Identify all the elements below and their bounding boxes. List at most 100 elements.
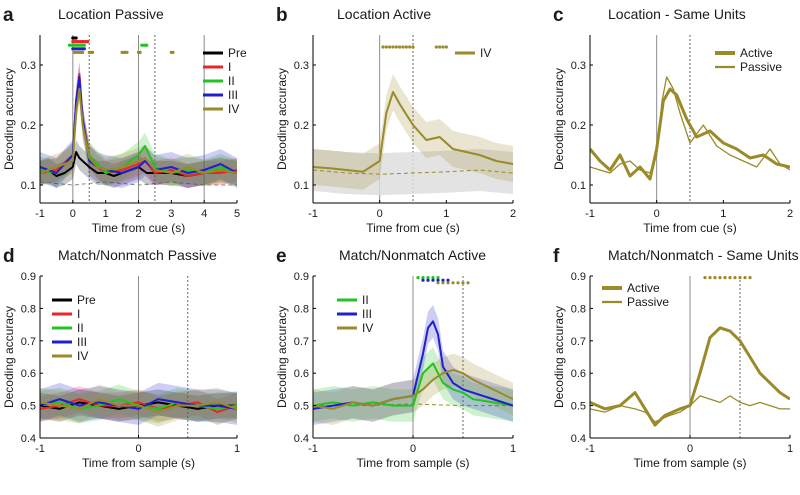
significance-dot xyxy=(86,40,90,44)
x-tick-label: 1 xyxy=(510,443,516,455)
significance-dot xyxy=(444,45,448,49)
series-line-passive xyxy=(590,395,790,423)
panel-c: c Location - Same Units -1 0 1 2 0.1 0.2 0.3 Time… xyxy=(552,5,793,235)
significance-dot xyxy=(426,278,430,282)
x-tick-label: 0 xyxy=(410,443,416,455)
significance-dot xyxy=(408,45,412,49)
x-tick-label: 2 xyxy=(787,208,793,220)
y-tick-label: 0.4 xyxy=(571,433,586,445)
x-axis-label: Time from cue (s) xyxy=(366,221,460,235)
significance-dot xyxy=(82,47,86,51)
significance-dot xyxy=(421,276,425,280)
x-tick-label: 1 xyxy=(787,443,793,455)
x-axis-label: Time from sample (s) xyxy=(634,456,747,470)
series-line-active xyxy=(590,87,790,181)
significance-dot xyxy=(398,45,402,49)
y-tick-label: 0.3 xyxy=(294,60,309,72)
band-iii xyxy=(40,382,237,426)
y-axis-label: Decoding accuracy xyxy=(552,306,566,408)
x-tick-label: -1 xyxy=(585,208,595,220)
y-axis-label: Decoding accuracy xyxy=(275,306,289,408)
y-tick-label: 0.6 xyxy=(571,368,586,380)
significance-dot xyxy=(738,276,742,280)
legend-label: Pre xyxy=(228,46,247,60)
series-line-iv xyxy=(313,368,513,410)
significance-dot xyxy=(138,50,142,55)
legend-label: IV xyxy=(77,349,88,363)
significance-dot xyxy=(451,281,455,285)
significance-dot xyxy=(401,45,405,49)
x-tick-label: 2 xyxy=(510,208,516,220)
plot-area xyxy=(313,276,513,438)
panel-label: c xyxy=(553,5,564,26)
plot-area xyxy=(313,35,513,203)
significance-dot xyxy=(145,43,149,47)
x-tick-label: 0 xyxy=(70,208,76,220)
significance-dot xyxy=(431,276,435,280)
panel-a: a Location Passive -1 0 1 2 3 4 5 0.1 0.2 0.3 Time f… xyxy=(2,5,247,235)
x-tick-label: 0 xyxy=(135,443,141,455)
legend-label: I xyxy=(77,307,80,321)
significance-dot xyxy=(394,45,398,49)
series-line-iv xyxy=(40,398,237,414)
significance-dot xyxy=(81,50,85,55)
panel-b: b Location Active -1 0 1 2 0.1 0.2 0.3 Time from … xyxy=(275,5,516,235)
legend-label: II xyxy=(77,321,84,335)
series-line-iv xyxy=(313,91,513,173)
y-axis-label: Decoding accuracy xyxy=(2,306,16,408)
significance-dot xyxy=(391,45,395,49)
significance-dot xyxy=(441,45,445,49)
significance-dot xyxy=(74,36,78,40)
y-tick-label: 0.9 xyxy=(21,271,36,283)
panel-title: Match/Nonmatch Active xyxy=(339,247,486,263)
significance-dot xyxy=(90,50,95,55)
y-tick-label: 0.8 xyxy=(21,303,36,315)
legend-label: Pre xyxy=(77,293,96,307)
series-line-iii xyxy=(40,398,237,410)
panel-f: f Match/Nonmatch - Same Units -1 0 1 0.4 0.5 0.… xyxy=(552,246,799,470)
x-tick-label: 1 xyxy=(234,443,240,455)
panel-title: Location - Same Units xyxy=(608,6,746,22)
y-axis-label: Decoding accuracy xyxy=(2,68,16,170)
series-line-iv xyxy=(40,88,237,174)
y-tick-label: 0.9 xyxy=(294,271,309,283)
y-tick-label: 0.4 xyxy=(21,433,36,445)
band-ii xyxy=(40,384,237,424)
y-tick-label: 0.5 xyxy=(21,401,36,413)
significance-dot xyxy=(384,45,388,49)
y-tick-label: 0.8 xyxy=(294,303,309,315)
band-iv xyxy=(313,74,513,190)
x-tick-label: 0 xyxy=(654,208,660,220)
x-tick-label: 0 xyxy=(377,208,383,220)
significance-dot xyxy=(436,278,440,282)
significance-dot xyxy=(381,45,385,49)
y-tick-label: 0.1 xyxy=(21,180,36,192)
significance-dot xyxy=(748,276,752,280)
y-tick-label: 0.6 xyxy=(21,368,36,380)
significance-dot xyxy=(171,50,175,55)
panel-d: d Match/Nonmatch Passive -1 0 1 0.4 0.5 0.6 0.7 0… xyxy=(2,246,240,470)
x-axis-label: Time from sample (s) xyxy=(82,456,195,470)
significance-dot xyxy=(723,276,727,280)
panel-label: a xyxy=(3,5,14,26)
y-tick-label: 0.5 xyxy=(294,401,309,413)
significance-dot xyxy=(708,276,712,280)
legend-label: Active xyxy=(740,46,773,60)
legend-label: Active xyxy=(627,281,660,295)
significance-dot xyxy=(441,278,445,282)
panel-title: Match/Nonmatch Passive xyxy=(58,247,217,263)
significance-dot xyxy=(718,276,722,280)
x-tick-label: -1 xyxy=(308,443,318,455)
y-tick-label: 0.7 xyxy=(294,336,309,348)
x-tick-label: -1 xyxy=(35,443,45,455)
panel-label: e xyxy=(276,246,287,267)
x-tick-label: 1 xyxy=(443,208,449,220)
y-tick-label: 0.1 xyxy=(571,180,586,192)
band-iv xyxy=(313,353,513,426)
x-tick-label: -1 xyxy=(308,208,318,220)
series-line-active xyxy=(590,326,790,427)
